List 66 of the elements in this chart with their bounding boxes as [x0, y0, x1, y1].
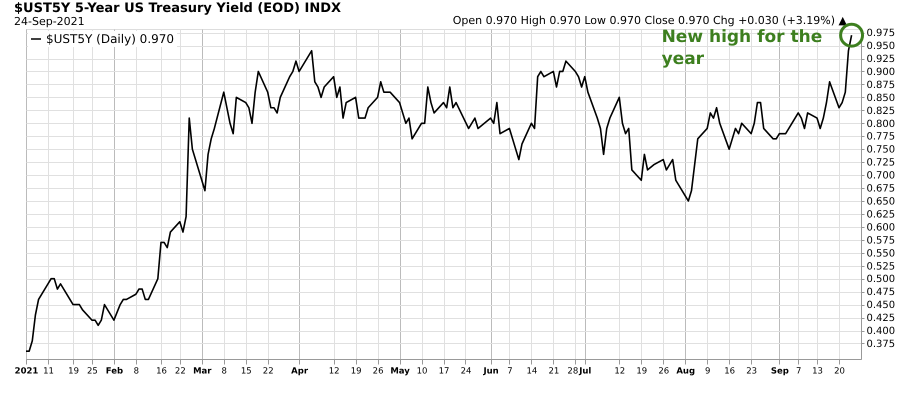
- x-tick-label: Jul: [578, 366, 592, 376]
- x-tick-label: Sep: [770, 366, 789, 376]
- y-tick-label: 0.400: [866, 326, 896, 338]
- x-tick-label: 19: [636, 366, 648, 376]
- x-tick-label: Apr: [291, 366, 309, 376]
- legend-label: $UST5Y (Daily) 0.970: [46, 32, 174, 46]
- y-tick-label: 0.825: [866, 106, 896, 117]
- x-tick-label: Aug: [676, 366, 696, 376]
- x-tick-label: 26: [658, 366, 670, 376]
- y-tick-label: 0.450: [866, 300, 896, 312]
- y-tick-label: 0.900: [866, 66, 896, 78]
- x-tick-label: 10: [416, 366, 428, 376]
- x-tick-label: 19: [68, 366, 79, 376]
- y-tick-label: 0.675: [866, 184, 896, 195]
- x-tick-label: 20: [834, 366, 845, 376]
- x-tick-label: 25: [87, 366, 98, 376]
- x-tick-label: 17: [438, 366, 450, 376]
- y-tick-label: 0.475: [866, 287, 896, 298]
- x-tick-label: 9: [704, 366, 710, 376]
- x-tick-label: 22: [262, 366, 274, 376]
- x-tick-label: Feb: [106, 366, 124, 376]
- y-tick-label: 0.650: [866, 196, 896, 208]
- x-tick-label: 19: [350, 366, 362, 376]
- x-tick-label: 16: [724, 366, 736, 376]
- x-tick-label: 16: [156, 366, 167, 376]
- x-tick-label: 21: [548, 366, 560, 376]
- x-tick-label: May: [390, 366, 410, 376]
- x-tick-label: 13: [812, 366, 823, 376]
- y-tick-label: 0.625: [866, 209, 896, 220]
- y-tick-label: 0.425: [866, 313, 896, 324]
- y-tick-label: 0.525: [866, 261, 896, 272]
- y-tick-label: 0.575: [866, 235, 896, 246]
- chart-subtitle: 24-Sep-2021: [14, 15, 85, 28]
- x-tick-label: 8: [222, 366, 227, 376]
- y-tick-label: 0.925: [866, 54, 896, 66]
- y-tick-label: 0.550: [866, 248, 896, 260]
- y-tick-label: 0.600: [866, 222, 896, 234]
- x-tick-label: 12: [614, 366, 626, 376]
- y-tick-label: 0.725: [866, 158, 896, 169]
- x-tick-label: 28: [567, 366, 578, 376]
- x-tick-label: 24: [460, 366, 472, 376]
- y-tick-label: 0.800: [866, 118, 896, 130]
- y-tick-label: 0.875: [866, 80, 896, 91]
- x-tick-label: 8: [134, 366, 140, 376]
- x-tick-label: 11: [43, 366, 54, 376]
- y-tick-label: 0.700: [866, 170, 896, 182]
- x-tick-label: Jun: [482, 366, 499, 376]
- x-tick-label: 7: [796, 366, 802, 376]
- x-tick-label: 23: [746, 366, 758, 376]
- y-tick-label: 0.500: [866, 274, 896, 286]
- x-tick-label: 22: [174, 366, 186, 376]
- annotation: New high for the year: [662, 27, 822, 70]
- y-tick-label: 0.975: [866, 28, 896, 40]
- x-tick-label: 2021: [14, 366, 38, 376]
- y-tick-label: 0.375: [866, 338, 896, 350]
- x-tick-label: 7: [507, 366, 513, 376]
- x-tick-label: 12: [328, 366, 340, 376]
- x-tick-label: 26: [372, 366, 384, 376]
- chart-title: $UST5Y 5-Year US Treasury Yield (EOD) INDX: [14, 1, 342, 16]
- y-tick-label: 0.850: [866, 92, 896, 104]
- y-tick-label: 0.950: [866, 41, 896, 52]
- y-tick-label: 0.750: [866, 144, 896, 156]
- x-tick-label: Mar: [193, 366, 212, 376]
- y-tick-label: 0.775: [866, 132, 896, 143]
- x-tick-label: 15: [240, 366, 252, 376]
- x-tick-label: 14: [526, 366, 538, 376]
